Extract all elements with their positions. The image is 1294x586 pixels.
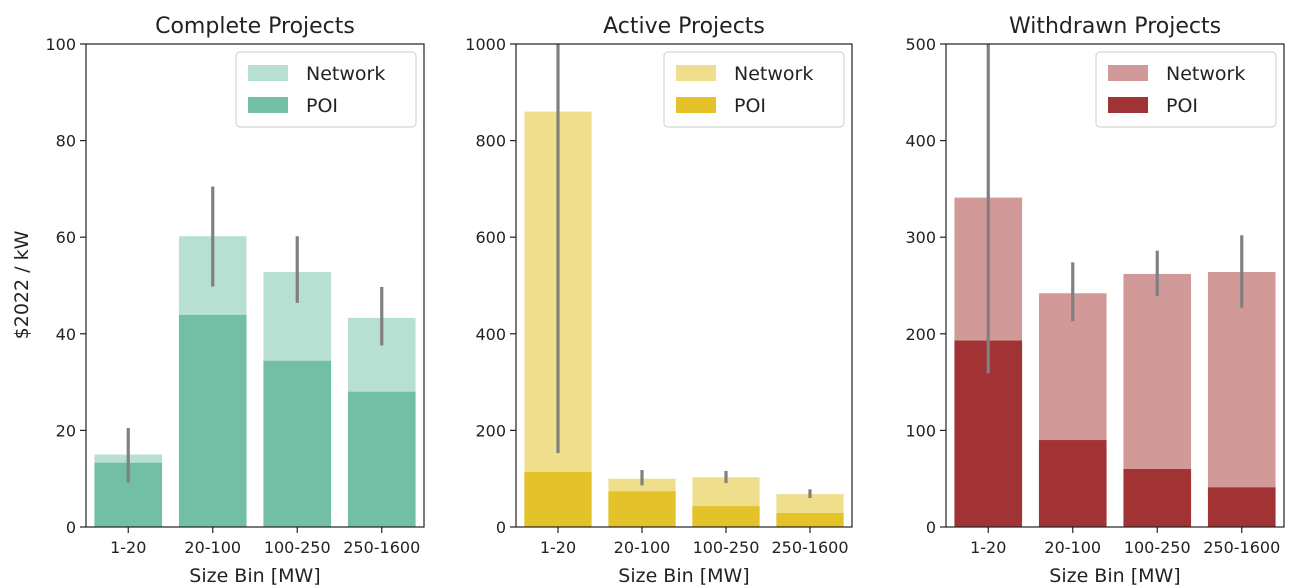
y-tick-label: 0 [926, 518, 936, 537]
x-axis-label: Size Bin [MW] [618, 565, 749, 586]
legend-label-poi: POI [1166, 95, 1198, 117]
legend-label-network: Network [306, 63, 385, 85]
y-tick-label: 200 [905, 325, 936, 344]
x-tick-label: 100-250 [264, 538, 331, 557]
x-tick-label: 250-1600 [1203, 538, 1280, 557]
legend-swatch-network [248, 65, 288, 81]
x-tick-label: 250-1600 [343, 538, 420, 557]
y-tick-label: 500 [905, 35, 936, 54]
y-tick-label: 400 [475, 325, 506, 344]
bar-poi-2 [1038, 440, 1107, 527]
legend: Network POI [1095, 51, 1277, 128]
y-tick-label: 600 [475, 228, 506, 247]
x-tick-label: 250-1600 [771, 538, 848, 557]
x-tick-label: 20-100 [1044, 538, 1101, 557]
x-tick-label: 100-250 [1124, 538, 1191, 557]
axes-frame [945, 43, 1285, 528]
legend: Network POI [235, 51, 417, 128]
x-tick-label: 1-20 [540, 538, 576, 557]
bar-poi-2 [178, 314, 247, 527]
y-axis-label: $2022 / kW [11, 230, 33, 339]
y-tick-label: 0 [66, 518, 76, 537]
bar-poi-4 [776, 512, 844, 527]
bar-poi-3 [1123, 469, 1192, 527]
x-tick-label: 20-100 [614, 538, 671, 557]
axes-frame [515, 43, 853, 528]
y-tick-label: 800 [475, 132, 506, 151]
legend-swatch-poi [1108, 97, 1148, 113]
bar-poi-1 [524, 471, 592, 527]
x-tick-label: 1-20 [110, 538, 146, 557]
chart-panel-2: Active Projects 0 200 400 600 800 1000 1-20 20-1… [465, 14, 853, 586]
chart-title: Withdrawn Projects [1009, 14, 1221, 39]
legend-swatch-network [676, 65, 716, 81]
bar-poi-4 [1207, 487, 1276, 527]
y-tick-label: 80 [56, 132, 76, 151]
x-tick-label: 1-20 [970, 538, 1006, 557]
legend-swatch-poi [248, 97, 288, 113]
x-axis-label: Size Bin [MW] [1049, 565, 1180, 586]
y-tick-label: 0 [496, 518, 506, 537]
chart-panel-1: Complete Projects 0 20 40 60 80 100 1-20 20-100 1… [45, 14, 425, 586]
legend-label-poi: POI [734, 95, 766, 117]
y-tick-label: 100 [45, 35, 76, 54]
bar-poi-3 [692, 506, 760, 527]
legend-swatch-network [1108, 65, 1148, 81]
x-axis-label: Size Bin [MW] [189, 565, 320, 586]
bar-poi-4 [347, 391, 416, 527]
y-tick-label: 100 [905, 421, 936, 440]
bar-poi-2 [608, 491, 676, 527]
axes-frame [85, 43, 425, 528]
y-tick-label: 400 [905, 132, 936, 151]
y-tick-label: 20 [56, 421, 76, 440]
legend-label-poi: POI [306, 95, 338, 117]
x-tick-label: 20-100 [184, 538, 241, 557]
y-tick-label: 300 [905, 228, 936, 247]
legend-label-network: Network [1166, 63, 1245, 85]
y-tick-label: 1000 [465, 35, 506, 54]
x-tick-label: 100-250 [693, 538, 760, 557]
y-tick-label: 200 [475, 421, 506, 440]
y-tick-label: 60 [56, 228, 76, 247]
chart-title: Complete Projects [155, 14, 355, 39]
legend-swatch-poi [676, 97, 716, 113]
chart-title: Active Projects [603, 14, 765, 39]
y-tick-label: 40 [56, 325, 76, 344]
legend: Network POI [663, 51, 845, 128]
legend-label-network: Network [734, 63, 813, 85]
bar-poi-3 [263, 360, 332, 527]
bar-network-4 [1207, 271, 1276, 527]
chart-panel-3: Withdrawn Projects 0 100 200 300 400 500 1-20 20… [905, 14, 1285, 586]
